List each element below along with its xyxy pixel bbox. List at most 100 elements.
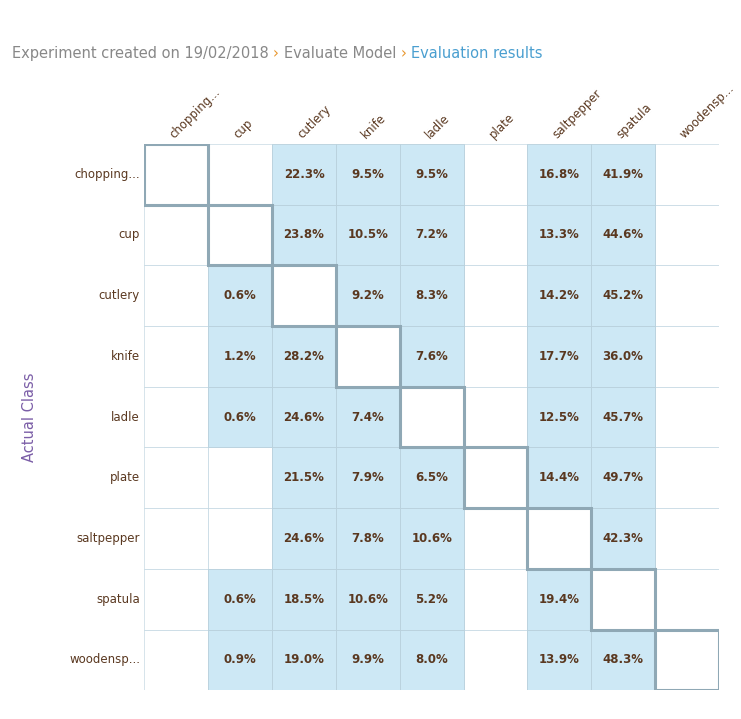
Text: 7.8%: 7.8%: [351, 532, 384, 545]
Bar: [464, 204, 528, 265]
Text: 48.3%: 48.3%: [602, 654, 643, 667]
Text: woodensp...: woodensp...: [678, 81, 737, 141]
Bar: [655, 569, 719, 630]
Bar: [144, 630, 208, 690]
Bar: [399, 144, 464, 204]
Bar: [399, 326, 464, 387]
Bar: [399, 569, 464, 630]
Text: 23.8%: 23.8%: [284, 229, 325, 242]
Text: 41.9%: 41.9%: [602, 168, 643, 180]
Bar: [591, 630, 655, 690]
Text: 9.2%: 9.2%: [351, 289, 384, 302]
Text: cutlery: cutlery: [99, 289, 140, 302]
Text: Evaluate Model: Evaluate Model: [284, 47, 401, 61]
Bar: [591, 447, 655, 508]
Bar: [336, 265, 399, 326]
Bar: [144, 447, 208, 508]
Bar: [399, 447, 464, 508]
Text: chopping...: chopping...: [74, 168, 140, 180]
Bar: [208, 508, 272, 569]
Text: Evaluation results: Evaluation results: [411, 47, 543, 61]
Bar: [591, 508, 655, 569]
Bar: [591, 326, 655, 387]
Text: 12.5%: 12.5%: [539, 411, 579, 423]
Bar: [528, 508, 591, 569]
Bar: [399, 387, 464, 447]
Text: 45.2%: 45.2%: [602, 289, 643, 302]
Text: 7.2%: 7.2%: [415, 229, 448, 242]
Bar: [528, 569, 591, 630]
Text: 9.5%: 9.5%: [415, 168, 448, 180]
Text: 7.6%: 7.6%: [415, 350, 448, 363]
Bar: [208, 630, 272, 690]
Bar: [144, 144, 208, 204]
Text: 0.9%: 0.9%: [224, 654, 256, 667]
Bar: [208, 265, 272, 326]
Bar: [272, 265, 336, 326]
Bar: [336, 569, 399, 630]
Bar: [272, 447, 336, 508]
Text: cutlery: cutlery: [295, 102, 333, 141]
Text: 0.6%: 0.6%: [224, 411, 256, 423]
Text: ladle: ladle: [422, 111, 452, 141]
Text: 44.6%: 44.6%: [602, 229, 644, 242]
Bar: [336, 144, 399, 204]
Bar: [464, 387, 528, 447]
Text: knife: knife: [111, 350, 140, 363]
Bar: [272, 508, 336, 569]
Text: 9.9%: 9.9%: [351, 654, 385, 667]
Text: 7.4%: 7.4%: [351, 411, 384, 423]
Text: 10.6%: 10.6%: [348, 592, 388, 605]
Bar: [655, 630, 719, 690]
Text: ›: ›: [401, 47, 411, 61]
Bar: [208, 204, 272, 265]
Bar: [655, 387, 719, 447]
Bar: [336, 204, 399, 265]
Bar: [272, 204, 336, 265]
Text: ›: ›: [273, 47, 284, 61]
Bar: [655, 204, 719, 265]
Bar: [336, 630, 399, 690]
Text: 14.4%: 14.4%: [539, 471, 579, 484]
Text: 0.6%: 0.6%: [224, 289, 256, 302]
Bar: [399, 265, 464, 326]
Text: Actual Class: Actual Class: [22, 372, 37, 462]
Bar: [336, 326, 399, 387]
Bar: [208, 569, 272, 630]
Bar: [655, 508, 719, 569]
Bar: [208, 326, 272, 387]
Text: 17.7%: 17.7%: [539, 350, 579, 363]
Text: 5.2%: 5.2%: [415, 592, 448, 605]
Text: 18.5%: 18.5%: [284, 592, 325, 605]
Text: 19.0%: 19.0%: [284, 654, 325, 667]
Bar: [336, 447, 399, 508]
Bar: [591, 144, 655, 204]
Text: saltpepper: saltpepper: [550, 87, 604, 141]
Text: 19.4%: 19.4%: [539, 592, 579, 605]
Bar: [336, 508, 399, 569]
Text: 8.0%: 8.0%: [415, 654, 448, 667]
Bar: [655, 265, 719, 326]
Bar: [272, 630, 336, 690]
Bar: [591, 204, 655, 265]
Bar: [464, 508, 528, 569]
Bar: [464, 265, 528, 326]
Text: 24.6%: 24.6%: [284, 532, 325, 545]
Bar: [591, 387, 655, 447]
Text: 10.5%: 10.5%: [348, 229, 388, 242]
Bar: [528, 630, 591, 690]
Bar: [272, 144, 336, 204]
Bar: [272, 326, 336, 387]
Bar: [399, 630, 464, 690]
Bar: [399, 204, 464, 265]
Bar: [144, 508, 208, 569]
Text: plate: plate: [486, 110, 516, 141]
Bar: [464, 447, 528, 508]
Text: 21.5%: 21.5%: [284, 471, 325, 484]
Bar: [655, 144, 719, 204]
Bar: [272, 387, 336, 447]
Text: Experiment created on 19/02/2018: Experiment created on 19/02/2018: [12, 47, 273, 61]
Text: 49.7%: 49.7%: [602, 471, 643, 484]
Bar: [144, 326, 208, 387]
Bar: [464, 630, 528, 690]
